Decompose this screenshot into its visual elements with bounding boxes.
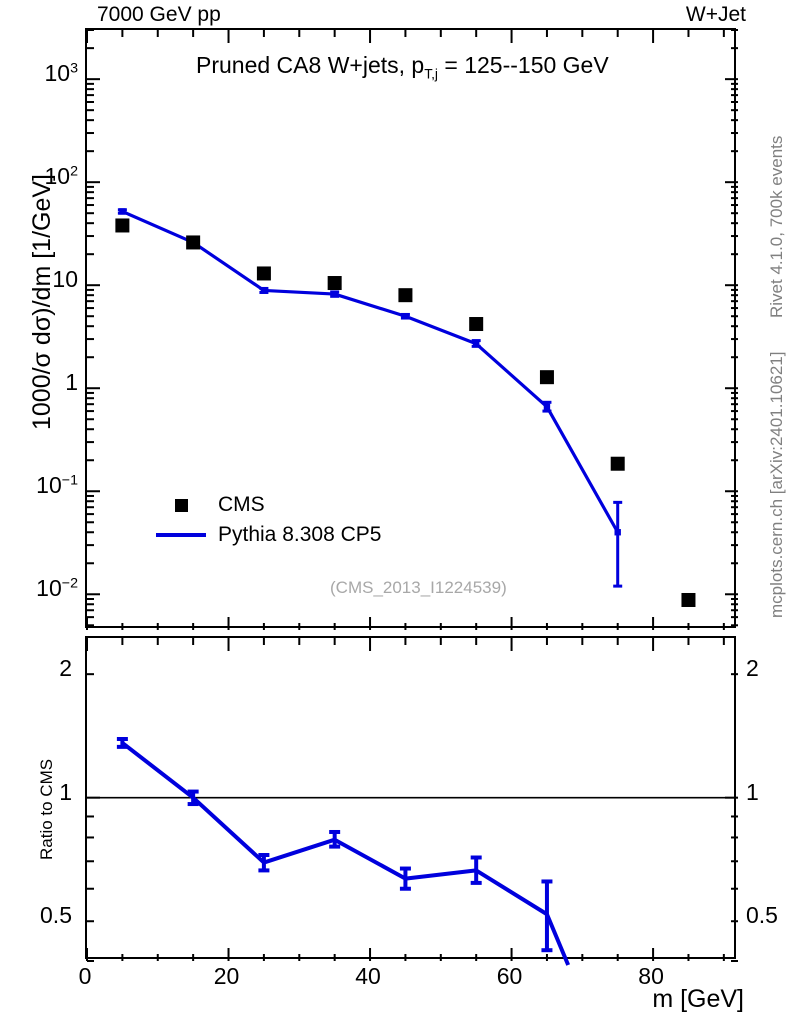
ratio-y-tick-right-1: 1	[746, 778, 759, 805]
ratio-plot-canvas	[86, 638, 738, 966]
legend-label-pythia: Pythia 8.308 CP5	[218, 523, 382, 546]
x-tick-20: 20	[213, 963, 240, 989]
main-y-tick-10⁻²: 10−2	[36, 575, 78, 602]
cms-data-point	[327, 276, 342, 291]
x-axis-title: m [GeV]	[652, 985, 744, 1013]
x-tick-60: 60	[496, 963, 523, 989]
x-tick-40: 40	[355, 963, 381, 989]
main-y-tick-1: 1	[65, 369, 78, 396]
ratio-y-tick-left-1: 1	[59, 778, 72, 805]
mcplots-reference-label: mcplots.cern.ch [arXiv:2401.10621]	[767, 351, 786, 618]
ratio-y-axis-title: Ratio to CMS	[37, 758, 56, 860]
cms-data-point	[610, 456, 625, 471]
pythia-point	[119, 208, 126, 215]
legend-marker-line-icon	[152, 533, 210, 537]
x-tick-0: 0	[78, 963, 92, 989]
pythia-point	[614, 529, 621, 536]
main-y-tick-10: 10	[52, 266, 78, 293]
cms-data-point	[681, 592, 696, 607]
pythia-curve	[121, 209, 620, 534]
pythia-point	[402, 313, 409, 320]
x-tick-80: 80	[638, 963, 664, 989]
analysis-id-watermark: (CMS_2013_I1224539)	[330, 578, 507, 597]
ratio-plot-panel	[85, 636, 738, 966]
main-plot-canvas	[86, 29, 738, 630]
legend-item-pythia[interactable]: Pythia 8.308 CP5	[152, 520, 381, 550]
header-beam-label: 7000 GeV pp	[97, 3, 221, 26]
pythia-point	[472, 340, 480, 347]
legend-label-cms: CMS	[218, 493, 265, 516]
ratio-y-tick-left-0.5: 0.5	[40, 902, 72, 929]
legend: CMS Pythia 8.308 CP5	[152, 490, 381, 550]
cms-data-point	[256, 266, 271, 281]
cms-data-point	[398, 288, 413, 303]
cms-data-point	[186, 235, 201, 250]
main-y-tick-10²: 102	[44, 163, 78, 190]
ratio-y-tick-right-2: 2	[746, 655, 759, 682]
ratio-y-tick-right-0.5: 0.5	[746, 902, 778, 929]
cms-data-point	[539, 370, 554, 385]
plot-title: Pruned CA8 W+jets, pT,j = 125--150 GeV	[196, 52, 609, 81]
plot-title-main: Pruned CA8 W+jets, p	[196, 52, 425, 78]
header-process-label: W+Jet	[685, 3, 746, 26]
main-y-tick-10⁻¹: 10−1	[36, 472, 78, 499]
pythia-point	[543, 403, 551, 411]
pythia-point	[260, 287, 268, 294]
cms-data-point	[115, 218, 130, 233]
main-y-tick-10³: 103	[44, 60, 78, 87]
plot-title-subscript: T,j	[424, 66, 438, 82]
rivet-version-label: Rivet 4.1.0, 700k events	[767, 135, 786, 318]
ratio-curve	[121, 741, 571, 966]
legend-item-cms[interactable]: CMS	[152, 490, 381, 520]
main-plot-panel	[85, 28, 738, 630]
plot-title-tail: = 125--150 GeV	[438, 52, 609, 78]
legend-marker-square-icon	[152, 498, 210, 512]
ratio-y-tick-left-2: 2	[59, 655, 72, 682]
cms-data-point	[469, 317, 484, 332]
pythia-point	[331, 290, 338, 298]
